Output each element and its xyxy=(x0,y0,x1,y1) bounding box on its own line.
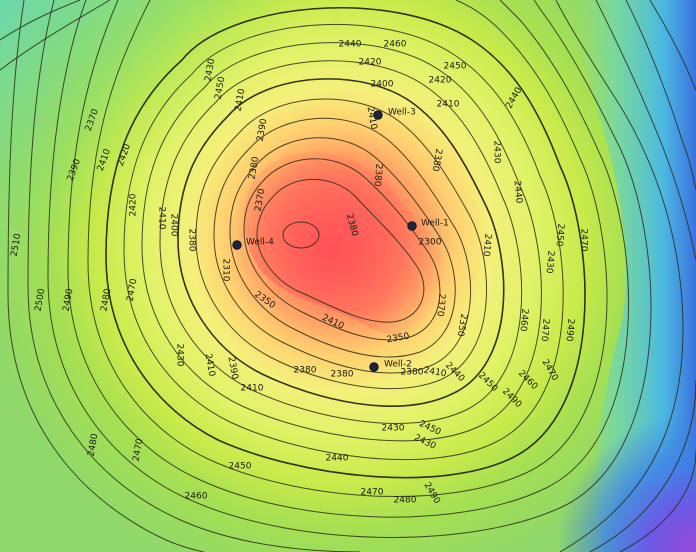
contour-value-label: 2480 xyxy=(87,433,101,458)
contour-line xyxy=(256,178,425,323)
contour-value-label: 2380 xyxy=(187,229,197,252)
contour-value-label: 2380 xyxy=(401,368,424,378)
contour-line xyxy=(195,98,488,390)
contour-value-label: 2350 xyxy=(386,332,411,346)
contour-value-label: 2510 xyxy=(10,233,24,258)
contour-line xyxy=(555,0,684,552)
contour-value-label: 2420 xyxy=(129,193,139,216)
contour-value-label: 2310 xyxy=(221,259,231,282)
well-marker[interactable] xyxy=(373,110,383,120)
contour-value-label: 2300 xyxy=(419,238,442,248)
contour-line xyxy=(0,0,111,71)
contour-line xyxy=(105,6,586,479)
contour-value-label: 2380 xyxy=(371,163,383,187)
contour-value-label: 2410 xyxy=(203,353,217,378)
contour-value-label: 2460 xyxy=(185,492,208,502)
contour-value-label: 2440 xyxy=(339,40,362,50)
contour-value-label: 2410 xyxy=(157,207,167,230)
well-label: Well-1 xyxy=(421,219,449,229)
contour-value-label: 2380 xyxy=(331,370,354,380)
well-marker[interactable] xyxy=(407,221,417,231)
contour-line xyxy=(213,117,472,374)
contour-value-label: 2380 xyxy=(248,156,262,181)
contour-value-label: 2470 xyxy=(538,318,550,342)
contour-value-label: 2450 xyxy=(553,223,565,247)
contour-value-label: 2380 xyxy=(430,148,444,173)
contour-value-label: 2430 xyxy=(543,250,555,274)
contour-value-label: 2430 xyxy=(175,344,185,367)
contour-line xyxy=(229,137,456,358)
contour-value-label: 2370 xyxy=(434,293,446,317)
well-label: Well-3 xyxy=(388,108,416,118)
contour-value-label: 2440 xyxy=(326,454,349,464)
contour-line xyxy=(7,0,205,552)
contour-value-label: 2410 xyxy=(480,233,492,257)
contour-value-label: 2480 xyxy=(100,288,114,313)
well-label: Well-2 xyxy=(384,360,412,370)
contour-value-label: 2450 xyxy=(229,462,252,472)
contour-line xyxy=(243,158,441,341)
contour-line xyxy=(589,379,696,552)
contour-line xyxy=(649,0,696,91)
contour-value-label: 2400 xyxy=(371,80,394,90)
contour-value-label: 2350 xyxy=(455,313,469,338)
contour-value-label: 2470 xyxy=(126,278,140,303)
contour-value-label: 2410 xyxy=(437,100,460,110)
contour-line xyxy=(87,0,608,498)
wells-layer: Well-1 Well-2 Well-3 Well-4 xyxy=(232,108,449,372)
well-marker[interactable] xyxy=(232,240,242,250)
contour-line xyxy=(625,0,696,191)
contour-line xyxy=(619,449,696,552)
contour-value-label: 2410 xyxy=(241,384,264,394)
contour-value-label: 2430 xyxy=(492,141,502,164)
contour-value-label: 2420 xyxy=(359,58,382,68)
contour-value-label: 2430 xyxy=(204,58,218,83)
contour-line xyxy=(177,78,505,407)
well-label: Well-4 xyxy=(246,238,274,248)
contour-value-label: 2400 xyxy=(169,214,179,237)
contour-value-label: 2470 xyxy=(361,488,384,498)
contour-value-label: 2470 xyxy=(132,438,146,463)
contour-line xyxy=(141,42,542,442)
contour-value-label: 2370 xyxy=(254,188,268,213)
contour-value-label: 2420 xyxy=(429,76,452,86)
contour-line xyxy=(0,0,81,41)
contour-value-label: 2410 xyxy=(234,88,248,113)
contour-value-label: 2480 xyxy=(394,496,417,506)
contour-value-label: 2450 xyxy=(214,76,228,101)
contour-value-label: 2380 xyxy=(294,366,317,376)
contour-value-label: 2410 xyxy=(423,366,448,380)
contour-value-label: 2500 xyxy=(34,288,48,313)
contour-value-label: 2390 xyxy=(226,356,240,381)
contour-line xyxy=(67,0,630,518)
contour-line xyxy=(595,0,696,261)
contour-value-label: 2470 xyxy=(579,229,589,252)
contour-line xyxy=(282,221,320,249)
well-marker[interactable] xyxy=(369,362,379,372)
contour-line xyxy=(27,0,361,552)
contour-value-label: 2490 xyxy=(62,288,76,313)
contour-value-label: 2390 xyxy=(256,118,270,143)
contour-value-label: 2430 xyxy=(382,424,405,434)
contour-line xyxy=(123,23,564,461)
contour-value-label: 2440 xyxy=(512,180,524,204)
contour-value-label: 2490 xyxy=(563,318,575,342)
contour-line xyxy=(159,60,523,424)
contour-line xyxy=(47,0,652,538)
contour-value-label: 2460 xyxy=(384,40,407,50)
contour-value-label: 2450 xyxy=(444,62,467,72)
contour-value-label: 2460 xyxy=(517,308,529,332)
